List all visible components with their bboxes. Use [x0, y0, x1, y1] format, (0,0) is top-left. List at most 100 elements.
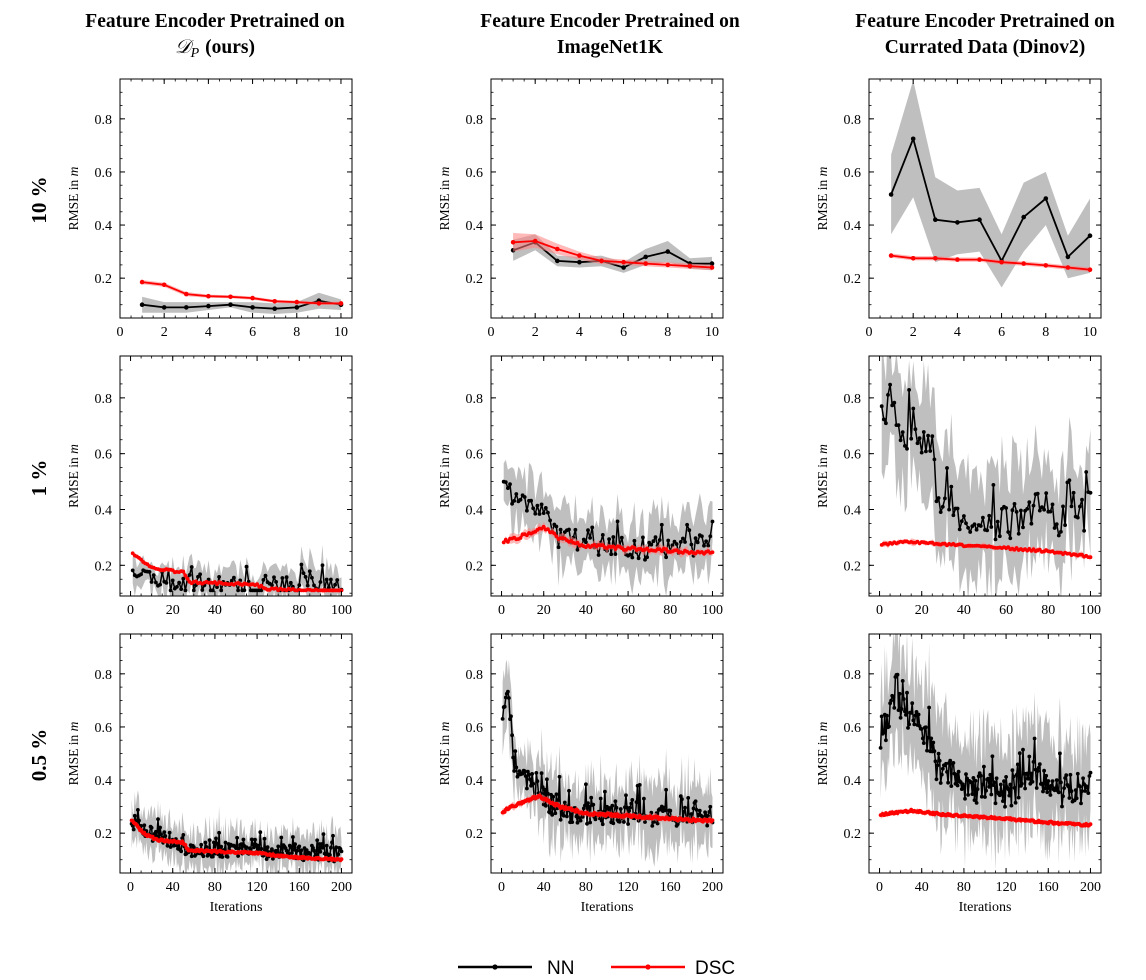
nn-data-point	[924, 725, 928, 730]
nn-data-point	[1075, 515, 1080, 520]
nn-data-point	[649, 542, 654, 547]
dsc-data-point	[339, 588, 344, 593]
nn-data-point	[938, 781, 943, 785]
nn-data-point	[625, 805, 629, 810]
nn-data-point	[1012, 502, 1017, 506]
nn-data-point	[1071, 490, 1076, 495]
y-tick-label: 0.8	[466, 392, 484, 407]
nn-data-point	[691, 806, 696, 811]
nn-data-point	[577, 259, 582, 265]
nn-data-point	[1017, 751, 1022, 756]
nn-data-point	[288, 845, 293, 849]
nn-data-point	[969, 780, 974, 785]
nn-data-point	[180, 836, 185, 840]
subplot-r3-c2: 0.2 0.4 0.6 0.8 0 40 80 120 160 200 RMSE in m Itera…	[437, 633, 724, 915]
nn-data-point	[320, 563, 325, 568]
nn-data-point	[1075, 771, 1080, 776]
nn-data-point	[509, 714, 513, 719]
x-tick-label: 0	[876, 603, 883, 618]
nn-data-point	[888, 192, 894, 197]
nn-data-point	[274, 848, 278, 853]
nn-data-point	[888, 382, 892, 387]
nn-data-point	[510, 733, 514, 738]
nn-data-point	[1082, 528, 1086, 533]
nn-data-point	[573, 527, 578, 532]
nn-data-point	[514, 492, 519, 496]
y-tick-label: 0.6	[466, 166, 484, 181]
nn-data-point	[299, 848, 304, 853]
plot-area	[501, 459, 715, 596]
nn-data-point	[525, 508, 529, 513]
y-tick-label: 0.2	[844, 559, 862, 574]
nn-data-point	[978, 524, 983, 528]
nn-data-point	[607, 537, 611, 541]
nn-data-point	[920, 736, 925, 741]
dsc-data-point	[687, 263, 693, 269]
nn-data-point	[179, 587, 184, 591]
nn-data-point	[933, 759, 938, 764]
nn-data-point	[939, 772, 944, 777]
nn-data-point	[987, 513, 992, 518]
nn-data-point	[584, 540, 588, 545]
nn-data-point	[575, 547, 580, 552]
nn-data-point	[1016, 795, 1021, 800]
plot-area	[510, 233, 715, 273]
nn-data-point	[678, 540, 683, 544]
nn-data-point	[664, 555, 668, 560]
nn-data-point	[508, 482, 512, 487]
nn-data-point	[535, 779, 540, 784]
y-tick-label: 0.4	[844, 774, 862, 789]
nn-data-point	[295, 848, 300, 853]
nn-data-point	[569, 812, 573, 816]
y-axis-label: RMSE in m	[437, 166, 452, 230]
x-tick-label: 80	[208, 880, 222, 895]
nn-data-point	[936, 496, 941, 500]
nn-data-point	[1069, 789, 1074, 794]
dsc-data-point	[339, 857, 344, 862]
column-title-1-line1: Feature Encoder Pretrained on	[85, 11, 345, 32]
nn-data-point	[936, 751, 941, 756]
nn-data-point	[1002, 779, 1006, 784]
nn-data-point	[280, 576, 285, 580]
nn-data-point	[139, 572, 144, 577]
nn-data-point	[1037, 762, 1042, 767]
nn-data-point	[305, 583, 310, 588]
dsc-data-point	[611, 544, 616, 549]
y-tick-label: 0.6	[466, 448, 484, 463]
nn-data-point	[586, 801, 590, 805]
column-titles: Feature Encoder Pretrained on 𝒟P (ours) F…	[85, 11, 1115, 61]
nn-data-point	[951, 513, 956, 518]
subplot-r3-c1: 0.2 0.4 0.6 0.8 0 40 80 120 160 200 RMSE in m Itera…	[66, 633, 353, 915]
nn-data-point	[214, 836, 218, 841]
dsc-data-point	[613, 547, 618, 551]
nn-data-point	[290, 851, 294, 855]
nn-data-point	[522, 769, 527, 774]
nn-data-point	[241, 837, 246, 842]
nn-data-point	[1020, 781, 1024, 786]
nn-data-point	[162, 830, 167, 834]
nn-data-point	[256, 843, 260, 848]
nn-data-point	[881, 730, 886, 735]
nn-data-point	[994, 776, 999, 781]
nn-data-point	[981, 782, 985, 787]
nn-data-point	[530, 772, 534, 776]
nn-data-point	[685, 522, 689, 527]
y-tick-label: 0.6	[466, 721, 484, 736]
column-title-3-line1: Feature Encoder Pretrained on	[855, 11, 1115, 32]
nn-data-point	[312, 583, 316, 588]
nn-data-point	[554, 792, 559, 797]
nn-data-point	[932, 749, 937, 754]
nn-data-point	[244, 845, 249, 850]
x-axis-label: Iterations	[959, 900, 1012, 915]
nn-data-point	[643, 557, 647, 562]
nn-data-point	[1008, 536, 1013, 541]
nn-data-point	[598, 796, 603, 801]
dsc-data-point	[555, 246, 560, 252]
nn-data-point	[686, 796, 691, 800]
nn-data-point	[270, 847, 274, 852]
dsc-data-point	[709, 265, 715, 270]
nn-data-point	[971, 776, 976, 780]
nn-data-point	[909, 436, 914, 441]
nn-data-point	[534, 771, 539, 775]
